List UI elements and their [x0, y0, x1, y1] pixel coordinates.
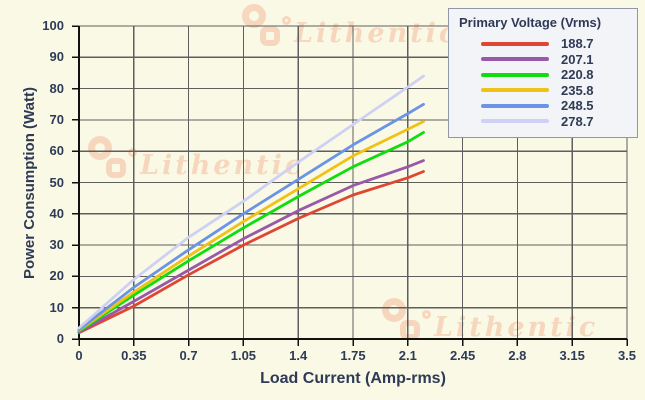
- legend-swatch: [481, 57, 549, 62]
- legend-swatch: [481, 103, 549, 108]
- x-tick-label: 2.1: [398, 348, 417, 363]
- watermark-ring-icon: [242, 4, 266, 28]
- x-tick-label: 0.7: [179, 348, 198, 363]
- y-tick-label: 50: [49, 174, 64, 190]
- legend-label: 188.7: [561, 36, 594, 52]
- y-tick-label: 10: [49, 299, 64, 315]
- legend-swatch: [481, 88, 549, 93]
- legend-label: 207.1: [561, 51, 594, 67]
- series-line-235.8: [77, 120, 425, 332]
- legend-title: Primary Voltage (Vrms): [459, 15, 602, 30]
- x-tick-label: 1.05: [230, 348, 257, 363]
- legend-item: 278.7: [459, 114, 629, 130]
- x-tick-label: 3.15: [559, 348, 585, 363]
- y-tick-label: 100: [42, 18, 64, 33]
- legend-swatch: [481, 41, 549, 46]
- x-axis-title: Load Current (Amp-rms): [260, 370, 446, 387]
- legend-item: 248.5: [459, 98, 629, 114]
- y-tick-label: 90: [49, 49, 64, 65]
- y-tick-label: 30: [49, 237, 64, 253]
- legend-label: 278.7: [561, 113, 594, 129]
- x-tick-label: 1.75: [340, 348, 366, 363]
- legend-label: 235.8: [561, 82, 594, 98]
- series-line-207.1: [77, 159, 425, 334]
- legend-item: 188.7: [459, 36, 629, 52]
- x-tick-label: 3.5: [617, 348, 637, 363]
- y-tick-label: 40: [49, 205, 64, 221]
- legend-label: 248.5: [561, 98, 594, 114]
- legend-label: 220.8: [561, 67, 594, 83]
- watermark-dot-icon: [282, 16, 291, 25]
- x-tick-label: 2.45: [449, 348, 476, 363]
- series-line-248.5: [77, 102, 425, 332]
- x-tick-label: 0.35: [121, 348, 147, 363]
- legend-swatch: [481, 119, 549, 124]
- x-tick-label: 0: [75, 348, 83, 363]
- y-tick-label: 60: [49, 143, 64, 159]
- legend: Primary Voltage (Vrms) 188.7 207.1 220.8 23…: [448, 8, 638, 138]
- x-tick-label: 1.4: [289, 348, 308, 363]
- series-line-188.7: [77, 170, 425, 335]
- legend-items: 188.7 207.1 220.8 235.8 248.5 278.7: [459, 36, 629, 129]
- series-line-220.8: [77, 131, 425, 333]
- legend-item: 207.1: [459, 52, 629, 68]
- y-tick-label: 0: [56, 331, 64, 346]
- y-tick-label: 20: [49, 268, 64, 284]
- series-line-278.7: [77, 74, 425, 330]
- legend-swatch: [481, 72, 549, 77]
- y-axis-title: Power Consumption (Watt): [21, 87, 38, 279]
- legend-item: 220.8: [459, 67, 629, 83]
- legend-item: 235.8: [459, 83, 629, 99]
- x-tick-label: 2.8: [508, 348, 527, 363]
- y-tick-label: 80: [49, 80, 64, 96]
- y-tick-label: 70: [49, 111, 64, 127]
